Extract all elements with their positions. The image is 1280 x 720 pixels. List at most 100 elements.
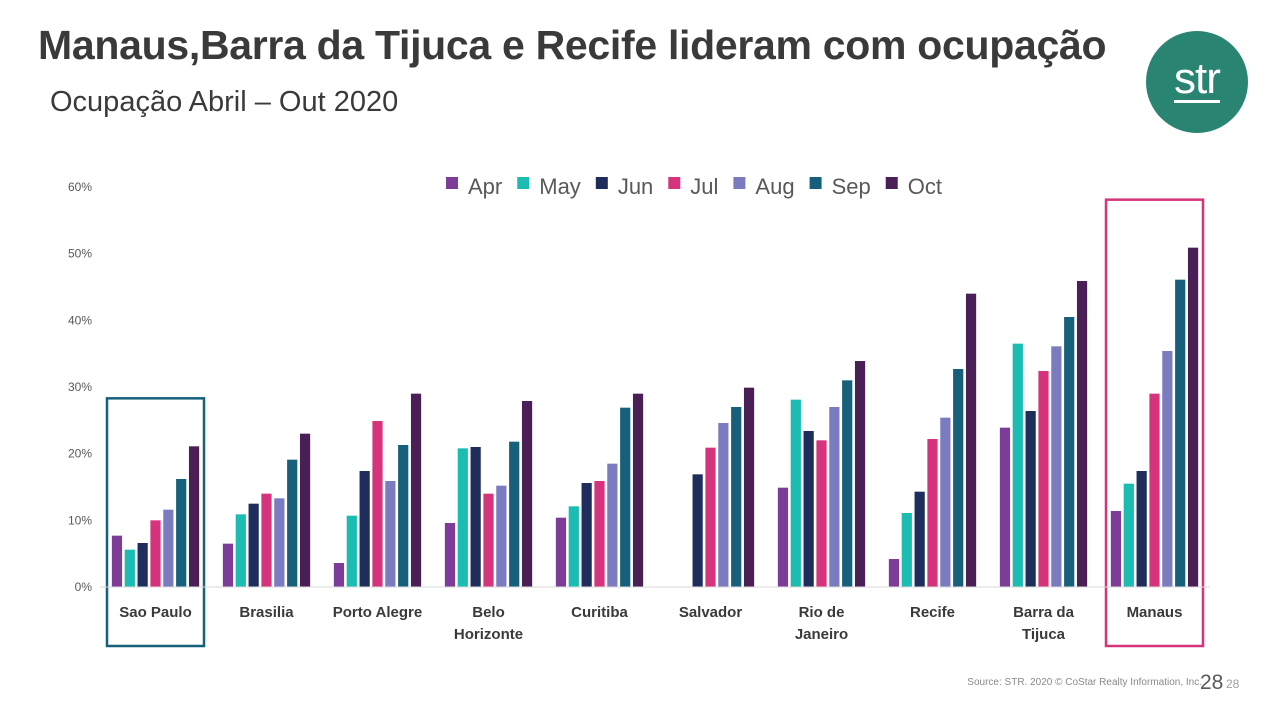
bar-oct	[632, 393, 644, 587]
bar-sep	[509, 441, 520, 587]
bar-apr	[555, 517, 567, 587]
bar-apr	[999, 427, 1011, 587]
bar-oct	[965, 293, 977, 587]
y-tick-label: 60%	[68, 180, 92, 194]
bar-aug	[607, 463, 618, 587]
page-title: Manaus,Barra da Tijuca e Recife lideram …	[38, 22, 1107, 68]
bar-sep	[1064, 317, 1075, 587]
legend-label: Oct	[908, 174, 942, 199]
bar-aug	[1162, 351, 1173, 587]
highlight-box	[105, 397, 206, 648]
bar-jun	[803, 431, 814, 587]
x-tick-label: Porto Alegre	[333, 604, 422, 621]
bar-jun	[248, 503, 259, 587]
y-tick-label: 50%	[68, 247, 92, 261]
x-tick-label: Salvador	[679, 604, 743, 621]
x-tick-label: Sao Paulo	[119, 604, 192, 621]
highlight-box	[1104, 198, 1205, 648]
bar-jul	[927, 439, 938, 587]
page-number: 28	[1200, 671, 1224, 694]
x-tick-label: Belo Horizonte	[454, 604, 523, 643]
legend-swatch	[446, 177, 458, 189]
bar-may	[457, 448, 468, 587]
legend-swatch	[517, 177, 530, 189]
bar-jul	[1038, 371, 1049, 587]
bar-jun	[470, 447, 481, 587]
y-axis: 0% 10% 20% 30% 40% 50% 60%	[68, 180, 92, 594]
bar-jul	[1149, 393, 1160, 587]
bar-apr	[222, 543, 234, 587]
bar-jul	[372, 421, 383, 587]
bar-may	[1123, 483, 1134, 587]
bar-jun	[137, 543, 148, 587]
highlight-boxes	[105, 198, 1205, 648]
bar-sep	[953, 369, 964, 587]
bar-oct	[521, 401, 533, 587]
bar-aug	[718, 423, 729, 587]
bar-oct	[854, 361, 866, 587]
bar-may	[235, 514, 246, 587]
legend-swatch	[733, 177, 746, 189]
x-tick-label: Brasilia	[239, 604, 294, 621]
y-tick-label: 20%	[68, 447, 92, 461]
bar-aug	[163, 509, 174, 587]
bar-oct	[299, 433, 311, 587]
bar-may	[901, 513, 912, 587]
bar-may	[568, 506, 579, 587]
legend-swatch	[668, 177, 681, 189]
bar-aug	[274, 498, 285, 587]
bar-jul	[816, 440, 827, 587]
bar-aug	[829, 407, 840, 587]
bar-apr	[333, 563, 345, 587]
x-tick-label: Curitiba	[571, 604, 628, 621]
bar-jul	[483, 493, 494, 587]
bar-sep	[287, 459, 298, 587]
legend-label: May	[539, 174, 581, 199]
bar-apr	[111, 535, 123, 587]
bar-may	[790, 399, 801, 587]
page-number-small: 28	[1226, 677, 1240, 691]
y-tick-label: 40%	[68, 313, 92, 327]
bar-jul	[261, 493, 272, 587]
bar-jun	[1025, 411, 1036, 587]
bar-may	[1012, 343, 1023, 587]
bar-aug	[940, 417, 951, 587]
legend: Apr May Jun Jul Aug Sep Oct	[446, 174, 942, 199]
legend-swatch	[595, 177, 608, 189]
bar-may	[346, 515, 357, 587]
bar-aug	[385, 481, 396, 587]
bar-aug	[496, 485, 507, 587]
x-tick-label: Barra da Tijuca	[1013, 604, 1075, 643]
x-tick-label: Manaus	[1127, 604, 1183, 621]
bar-oct	[1076, 281, 1088, 587]
bar-jun	[359, 471, 370, 587]
x-axis-labels: Sao Paulo Brasilia Porto Alegre Belo Horizon…	[119, 604, 1182, 643]
bar-aug	[1051, 346, 1062, 587]
bar-oct	[188, 446, 200, 587]
bar-oct	[1187, 247, 1199, 587]
bar-apr	[888, 559, 900, 587]
bar-jul	[594, 481, 605, 587]
bar-sep	[731, 407, 742, 587]
legend-label: Apr	[468, 174, 502, 199]
y-tick-label: 10%	[68, 513, 92, 527]
y-tick-label: 30%	[68, 380, 92, 394]
bar-oct	[410, 393, 422, 587]
bar-oct	[743, 387, 755, 587]
bar-jul	[705, 447, 716, 587]
legend-label: Jul	[690, 174, 718, 199]
legend-label: Aug	[755, 174, 794, 199]
bar-sep	[176, 479, 187, 587]
legend-label: Jun	[618, 174, 653, 199]
bar-jun	[914, 491, 925, 587]
bar-apr	[777, 487, 789, 587]
str-logo-icon: str	[1146, 31, 1248, 133]
source-note: Source: STR. 2020 © CoStar Realty Inform…	[967, 677, 1202, 688]
bar-sep	[620, 407, 631, 587]
x-tick-label: Recife	[910, 604, 955, 621]
bar-apr	[444, 523, 456, 587]
bar-jun	[1136, 471, 1147, 587]
bar-jul	[150, 520, 161, 587]
bar-jun	[581, 483, 592, 587]
x-tick-label: Rio de Janeiro	[795, 604, 848, 643]
